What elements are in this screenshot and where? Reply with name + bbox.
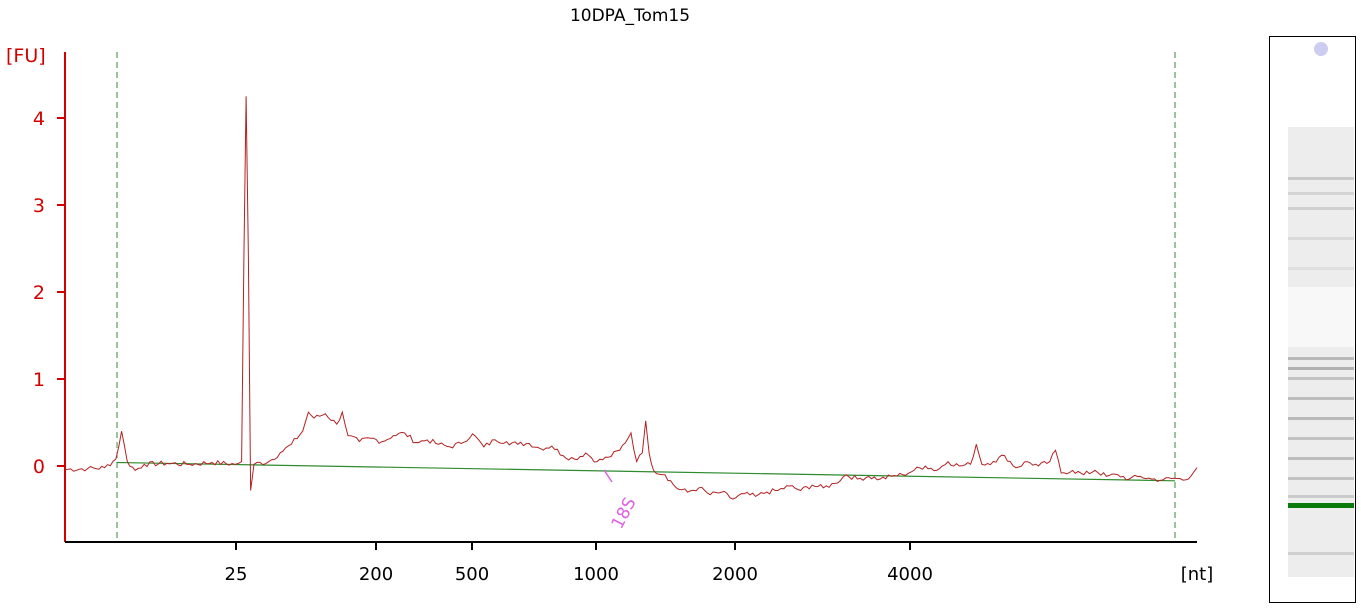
y-axis-label: [FU]	[6, 45, 46, 67]
gel-band	[1288, 552, 1354, 555]
x-tick-label: 1000	[573, 564, 619, 585]
labels: 0 1 2 3 4 [FU] 25 200 500 1000 2000 4000 [nt] 18S	[6, 45, 1213, 585]
chart-title: 10DPA_Tom15	[569, 6, 691, 26]
gel-band	[1288, 237, 1354, 240]
gel-band	[1288, 192, 1354, 195]
x-tick-label: 500	[455, 564, 489, 585]
gel-smear	[1288, 127, 1354, 577]
baseline-line	[116, 461, 1176, 482]
electropherogram-chart: 0 1 2 3 4 [FU] 25 200 500 1000 2000 4000 [nt] 18S	[6, 45, 1213, 585]
gel-band	[1288, 437, 1354, 440]
y-tick-label: 4	[33, 108, 45, 130]
gel-lane-image	[1288, 42, 1354, 577]
gel-band	[1288, 267, 1354, 270]
gel-band	[1288, 177, 1354, 180]
x-axis-label: [nt]	[1181, 564, 1214, 585]
gel-band	[1288, 457, 1354, 460]
gel-band	[1288, 207, 1354, 210]
range-markers	[116, 52, 1176, 540]
y-tick-label: 1	[33, 369, 45, 391]
gel-band	[1288, 367, 1354, 370]
y-tick-label: 0	[33, 456, 45, 478]
gel-band	[1288, 417, 1354, 420]
peak-annotation-18s: 18S	[608, 494, 641, 532]
gel-band	[1288, 495, 1354, 498]
y-tick-label: 3	[33, 195, 45, 217]
x-tick-label: 200	[359, 564, 393, 585]
plot-area	[64, 96, 1198, 500]
gel-band	[1288, 357, 1354, 360]
y-tick-label: 2	[33, 282, 45, 304]
gel-band	[1288, 397, 1354, 400]
series-trace-line	[64, 96, 1198, 500]
gel-clear-region	[1288, 287, 1354, 347]
well-marker-dot	[1314, 42, 1328, 56]
axes	[57, 52, 1197, 550]
x-tick-label: 25	[225, 564, 248, 585]
virtual-gel-lane	[1269, 36, 1356, 603]
gel-band	[1288, 477, 1354, 480]
gel-band	[1288, 377, 1354, 380]
x-tick-label: 2000	[712, 564, 758, 585]
gel-marker-band	[1288, 503, 1354, 508]
x-tick-label: 4000	[887, 564, 933, 585]
annotation-pointer	[603, 469, 613, 483]
